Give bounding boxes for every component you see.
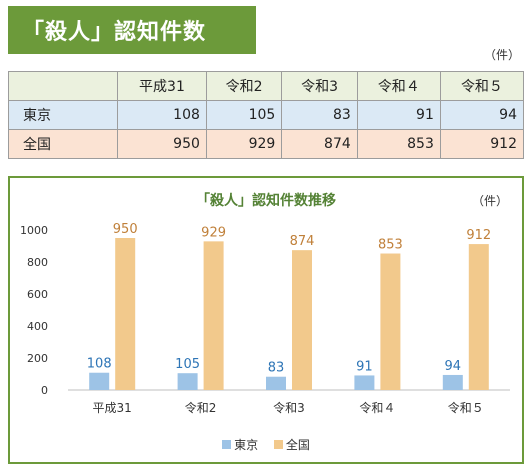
x-tick-label: 令和５ (448, 400, 484, 415)
table-cell: 853 (356, 129, 441, 159)
legend-item-tokyo: 東京 (222, 436, 258, 453)
bar-national (203, 241, 224, 390)
table-row-tokyo: 東京 108 105 83 91 94 (8, 100, 525, 130)
x-tick-label: 平成31 (93, 401, 132, 415)
bar-tokyo (89, 372, 110, 390)
data-label: 105 (175, 357, 200, 372)
bar-national (292, 250, 312, 390)
data-label: 912 (466, 228, 491, 243)
column-header: 令和2 (205, 71, 283, 101)
column-header: 令和５ (439, 71, 525, 101)
column-header: 平成31 (117, 71, 207, 101)
y-tick-label: 1000 (20, 224, 48, 237)
chart-unit-label: （件） (471, 194, 508, 208)
row-label-tokyo: 東京 (8, 100, 118, 130)
x-tick-label: 令和４ (359, 400, 395, 415)
data-label: 874 (290, 234, 315, 249)
legend-swatch-tokyo (222, 440, 232, 449)
bar-national (380, 253, 401, 390)
data-label: 853 (378, 238, 403, 253)
table-corner-cell (8, 71, 118, 101)
table-cell: 912 (439, 129, 525, 159)
x-tick-label: 令和2 (185, 400, 217, 415)
bar-national (468, 244, 489, 390)
column-header: 令和3 (281, 71, 358, 101)
y-tick-label: 200 (27, 352, 48, 365)
table-unit-label: （件） (483, 48, 520, 62)
chart-title: 「殺人」認知件数推移 (196, 193, 336, 209)
table-header-row: 平成31 令和2 令和3 令和４ 令和５ (8, 71, 525, 101)
y-tick-label: 400 (27, 320, 48, 333)
x-tick-label: 令和3 (273, 400, 305, 415)
y-tick-label: 0 (41, 384, 48, 397)
bar-national (115, 238, 136, 390)
chart-panel: 「殺人」認知件数推移 （件） 0 200 400 600 800 1000 108 950 平成… (8, 176, 524, 464)
data-label: 929 (201, 225, 226, 240)
table-cell: 950 (117, 129, 207, 159)
legend-label-national: 全国 (285, 438, 310, 452)
table-cell: 91 (356, 100, 441, 130)
data-label: 83 (268, 361, 285, 376)
table-cell: 94 (439, 100, 525, 130)
data-label: 94 (445, 359, 462, 374)
row-label-national: 全国 (8, 129, 118, 159)
table-cell: 105 (205, 100, 283, 130)
data-label: 108 (87, 357, 112, 372)
statistics-table: 平成31 令和2 令和3 令和４ 令和５ 東京 108 105 83 91 94… (8, 71, 525, 159)
table-cell: 874 (281, 129, 358, 159)
column-header: 令和４ (356, 71, 441, 101)
table-row-national: 全国 950 929 874 853 912 (8, 129, 525, 159)
bar-tokyo (177, 373, 198, 390)
page-title: 「殺人」認知件数 (8, 6, 256, 54)
table-cell: 83 (281, 100, 358, 130)
data-label: 91 (356, 359, 373, 374)
y-tick-label: 800 (27, 256, 48, 269)
legend-swatch-national (273, 440, 283, 449)
bar-tokyo (442, 374, 463, 390)
bar-tokyo (266, 376, 286, 390)
table-cell: 108 (117, 100, 207, 130)
legend-label-tokyo: 東京 (234, 438, 259, 452)
table-cell: 929 (205, 129, 283, 159)
data-label: 950 (113, 222, 138, 237)
bar-tokyo (354, 375, 375, 390)
chart-legend: 東京 全国 (10, 436, 522, 453)
y-tick-label: 600 (27, 288, 48, 301)
bar-chart: 0 200 400 600 800 1000 108 950 平成31 105 929 令和2 83 87… (20, 222, 510, 415)
legend-item-national: 全国 (273, 436, 310, 453)
